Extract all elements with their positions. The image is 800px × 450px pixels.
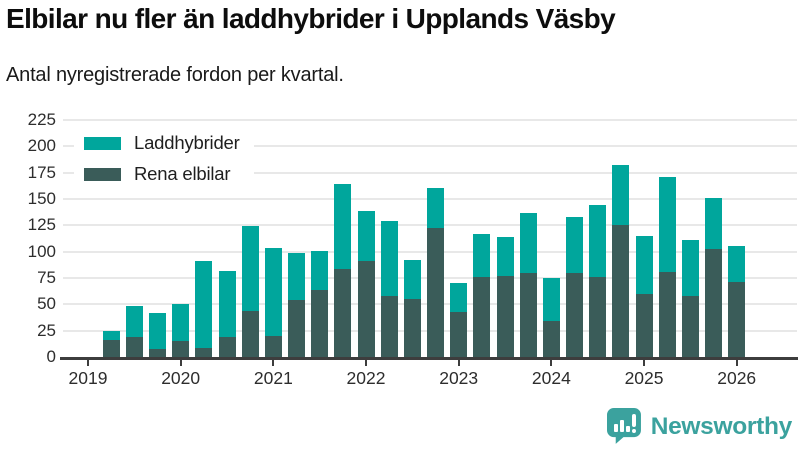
bar-segment-laddhybrider <box>404 260 421 299</box>
y-axis-tick-label: 25 <box>37 320 56 340</box>
bar-segment-laddhybrider <box>728 246 745 282</box>
x-axis-year-label: 2020 <box>161 368 201 388</box>
bar-segment-rena-elbilar <box>473 277 490 357</box>
bar-segment-rena-elbilar <box>219 337 236 357</box>
bar-segment-laddhybrider <box>450 283 467 312</box>
bar-segment-laddhybrider <box>497 237 514 276</box>
x-axis-tick <box>735 359 738 366</box>
y-axis-tick-label: 150 <box>27 189 56 208</box>
bar-segment-laddhybrider <box>334 184 351 269</box>
x-axis-year-label: 2025 <box>624 368 664 388</box>
x-axis-year-label: 2023 <box>439 368 479 388</box>
x-axis-year-label: 2022 <box>346 368 386 388</box>
x-axis-tick <box>457 359 460 366</box>
bar-segment-rena-elbilar <box>311 290 328 357</box>
bar-segment-laddhybrider <box>149 313 166 349</box>
chart-title: Elbilar nu fler än laddhybrider i Upplan… <box>6 3 616 34</box>
bar-segment-laddhybrider <box>612 165 629 225</box>
x-axis-tick <box>643 359 646 366</box>
x-axis-tick <box>550 359 553 366</box>
x-axis-year-label: 2026 <box>717 368 757 388</box>
bar-segment-rena-elbilar <box>659 272 676 357</box>
bar-segment-laddhybrider <box>265 248 282 336</box>
bar-segment-rena-elbilar <box>288 300 305 357</box>
legend-label: Rena elbilar <box>134 163 231 184</box>
x-axis-year-label: 2021 <box>253 368 293 388</box>
y-axis-tick-label: 0 <box>46 347 56 366</box>
bar-segment-laddhybrider <box>311 251 328 290</box>
bar-segment-laddhybrider <box>195 261 212 348</box>
bar-segment-rena-elbilar <box>566 273 583 357</box>
bar-segment-rena-elbilar <box>543 321 560 357</box>
legend-item-rena-elbilar: Rena elbilar <box>84 163 240 185</box>
y-gridline <box>63 145 797 148</box>
bar-segment-laddhybrider <box>427 188 444 228</box>
x-axis-year-label: 2024 <box>531 368 571 388</box>
bar-segment-laddhybrider <box>103 331 120 340</box>
bar-segment-rena-elbilar <box>450 312 467 357</box>
bar-segment-rena-elbilar <box>404 299 421 357</box>
bar-segment-rena-elbilar <box>242 311 259 357</box>
x-axis-line <box>60 357 798 360</box>
y-gridline <box>63 119 797 121</box>
bar-segment-rena-elbilar <box>497 276 514 357</box>
y-axis-tick-label: 100 <box>27 241 56 261</box>
bar-segment-rena-elbilar <box>126 337 143 357</box>
bar-segment-rena-elbilar <box>149 349 166 357</box>
bar-segment-rena-elbilar <box>636 294 653 357</box>
y-axis-tick-label: 225 <box>27 110 56 129</box>
bar-segment-rena-elbilar <box>705 249 722 357</box>
bar-segment-laddhybrider <box>126 306 143 337</box>
x-axis-tick <box>272 359 275 366</box>
x-axis-tick <box>179 359 182 366</box>
bar-segment-rena-elbilar <box>520 273 537 357</box>
bar-segment-laddhybrider <box>172 304 189 341</box>
bar-segment-rena-elbilar <box>589 277 606 357</box>
bar-segment-rena-elbilar <box>682 296 699 357</box>
bar-segment-laddhybrider <box>566 217 583 273</box>
rena-elbilar-swatch <box>84 167 121 181</box>
bar-segment-rena-elbilar <box>172 341 189 357</box>
bar-segment-rena-elbilar <box>728 282 745 357</box>
bar-segment-laddhybrider <box>682 240 699 296</box>
y-gridline <box>63 171 797 174</box>
bar-segment-laddhybrider <box>473 234 490 277</box>
bar-segment-laddhybrider <box>520 213 537 273</box>
bar-segment-laddhybrider <box>381 221 398 296</box>
chart-subtitle: Antal nyregistrerade fordon per kvartal. <box>6 64 344 86</box>
y-axis-tick-label: 175 <box>27 162 56 182</box>
bar-segment-rena-elbilar <box>265 336 282 357</box>
bar-segment-rena-elbilar <box>612 225 629 357</box>
bar-segment-laddhybrider <box>288 253 305 300</box>
bar-segment-rena-elbilar <box>381 296 398 357</box>
bar-segment-laddhybrider <box>659 177 676 272</box>
bar-segment-laddhybrider <box>219 271 236 337</box>
bar-segment-rena-elbilar <box>358 261 375 357</box>
x-axis-tick <box>365 359 368 366</box>
bar-segment-laddhybrider <box>242 226 259 311</box>
speech-bubble-bar-chart-icon <box>606 408 642 445</box>
y-axis-tick-label: 50 <box>37 294 56 314</box>
bar-segment-laddhybrider <box>705 198 722 249</box>
bar-segment-laddhybrider <box>358 211 375 261</box>
bar-segment-rena-elbilar <box>427 228 444 357</box>
x-axis-tick <box>87 359 89 366</box>
y-axis-tick-label: 125 <box>27 215 56 235</box>
legend-item-laddhybrider: Laddhybrider <box>84 132 240 154</box>
newsworthy-logo: Newsworthy <box>606 408 793 445</box>
x-axis-year-label: 2019 <box>68 368 108 388</box>
legend-label: Laddhybrider <box>134 132 240 153</box>
bar-segment-laddhybrider <box>589 205 606 277</box>
y-axis-tick-label: 200 <box>27 136 56 156</box>
bar-segment-rena-elbilar <box>103 340 120 357</box>
bar-segment-laddhybrider <box>636 236 653 294</box>
laddhybrider-swatch <box>84 136 121 150</box>
bar-segment-rena-elbilar <box>195 348 212 357</box>
bar-segment-rena-elbilar <box>334 269 351 357</box>
brand-name: Newsworthy <box>650 412 793 440</box>
bar-segment-laddhybrider <box>543 278 560 321</box>
y-axis-tick-label: 75 <box>37 268 56 287</box>
legend: Laddhybrider Rena elbilar <box>74 126 254 193</box>
